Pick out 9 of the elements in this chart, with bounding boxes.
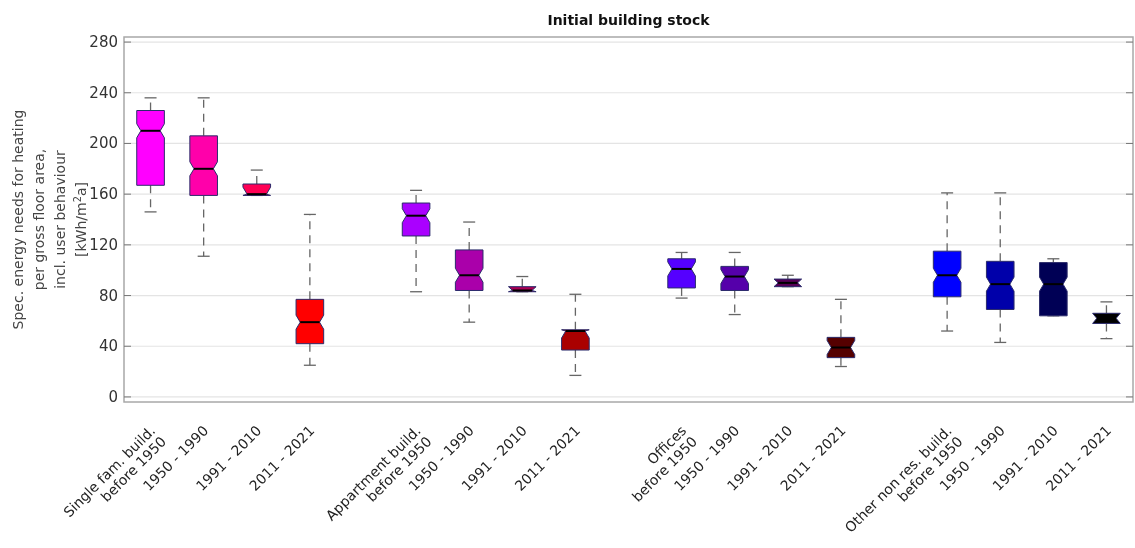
y-tick-label: 120 [89,235,118,254]
y-tick-label: 200 [89,134,118,153]
y-tick-label: 160 [89,185,118,204]
y-tick-label: 80 [98,286,118,305]
y-tick-label: 240 [89,83,118,102]
y-tick-label: 280 [89,33,118,52]
y-tick-label: 0 [108,387,118,406]
y-tick-label: 40 [98,337,118,356]
chart-title: Initial building stock [547,12,711,28]
